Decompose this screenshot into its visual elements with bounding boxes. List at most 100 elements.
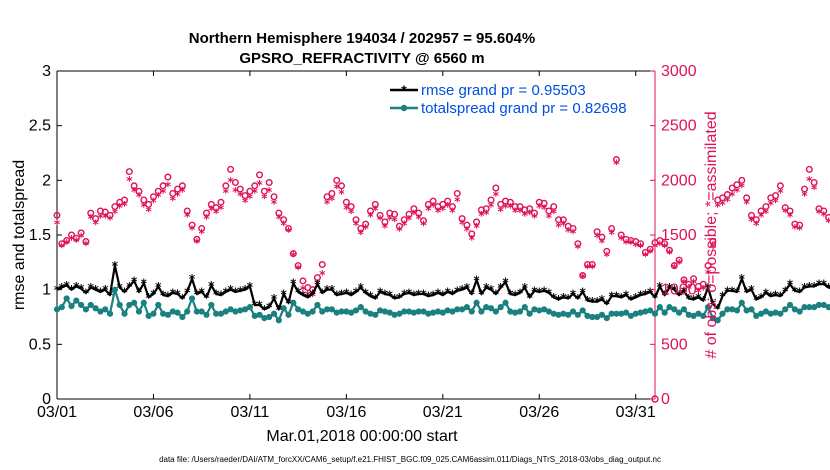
obs-assimilated-point: * [546,211,553,225]
plot-area [57,71,655,399]
totalspread-point [574,311,581,318]
obs-possible-point [747,211,755,219]
obs-assimilated-point: * [637,241,644,255]
obs-possible-point [420,217,428,225]
rmse-point: * [174,288,181,302]
rmse-point: * [575,292,582,306]
rmse-point: * [88,281,95,295]
rmse-point: * [449,288,456,302]
totalspread-point [565,311,572,318]
obs-assimilated-point: * [261,191,268,205]
totalspread-point [140,299,147,306]
obs-possible-point [400,216,408,224]
obs-assimilated-point: * [570,226,577,240]
obs-assimilated-point: * [155,190,162,204]
rmse-point: * [811,280,818,294]
obs-assimilated-point: * [348,207,355,221]
totalspread-point [516,308,524,315]
obs-possible-point [637,240,645,248]
obs-assimilated-point: * [189,223,196,237]
obs-assimilated-point: * [237,189,244,203]
legend: * rmse grand pr = 0.95503 totalspread gr… [386,77,652,119]
obs-assimilated-point: * [517,206,524,220]
obs-assimilated-point: * [739,180,746,194]
rmse-point: * [695,291,702,305]
obs-possible-point [482,205,490,213]
obs-assimilated-point: * [121,199,128,213]
obs-possible-point [92,215,100,223]
obs-assimilated-point: * [73,235,80,249]
obs-possible-point [699,280,707,288]
rmse-point: * [536,285,543,299]
totalspread-point [63,295,70,302]
totalspread-point [348,309,355,316]
rmse-point: * [657,280,664,294]
obs-assimilated-point: * [710,242,717,256]
rmse-point: * [329,283,336,297]
totalspread-point [73,297,80,304]
rmse-point: * [551,291,558,305]
series-layer: * * * * * * * * * * * * * * * * * * * * * * * * * * * * * * * * * * * * * * * *… [53,156,830,403]
rmse-point: * [580,285,587,299]
obs-possible-point [58,240,66,248]
obs-assimilated-point: * [271,197,278,211]
rmse-point: * [531,284,538,298]
obs-possible-point [506,198,514,206]
obs-possible-point [366,207,374,215]
totalspread-point [700,312,707,320]
obs-possible-point [125,168,133,176]
obs-possible-point [540,199,548,207]
obs-possible-point [169,189,177,197]
totalspread-point [748,306,755,313]
obs-assimilated-point: * [285,225,292,239]
totalspread-point [92,305,99,312]
obs-possible-point [251,182,259,190]
x-tick-label: 03/16 [326,404,366,421]
rmse-point: * [372,292,379,306]
obs-possible-point [222,182,230,190]
obs-assimilated-point: * [748,214,755,228]
totalspread-point [777,310,784,317]
rmse-point: * [816,278,823,292]
obs-assimilated-point: * [411,208,418,222]
rmse-point: * [662,289,669,303]
totalspread-point [676,309,683,316]
obs-assimilated-point: * [165,179,172,193]
obs-possible-point [135,187,143,195]
obs-assimilated-point: * [522,209,529,223]
obs-assimilated-point: * [391,214,398,228]
rmse-point: * [353,285,360,299]
obs-possible-point [284,224,292,232]
rmse-point: * [367,290,374,304]
rmse-point: * [276,303,283,317]
totalspread-point [53,306,61,313]
obs-assimilated-point: * [309,290,316,304]
y-left-tick-label: 2.5 [29,118,51,135]
obs-assimilated-point: * [734,185,741,199]
rmse-point: * [555,293,562,307]
rmse-point: * [734,285,741,299]
rmse-point: * [97,285,104,299]
obs-assimilated-point: * [112,207,119,221]
totalspread-point [386,309,393,316]
rmse-point: * [690,293,697,307]
totalspread-point [598,311,606,318]
obs-assimilated-point: * [232,185,239,199]
obs-possible-point [762,203,770,211]
y-left-tick-label: 0 [42,391,51,408]
obs-possible-point [183,207,191,215]
rmse-point: * [64,279,71,293]
rmse-point: * [281,288,288,302]
obs-possible-point [439,200,447,208]
rmse-point: * [594,295,601,309]
obs-possible-point [530,209,538,217]
rmse-point: * [59,281,66,295]
obs-possible-point [164,173,172,181]
obs-assimilated-point: * [584,261,591,275]
totalspread-point [314,301,321,309]
totalspread-point [290,299,297,306]
rmse-point: * [271,292,278,306]
obs-possible-point [473,218,481,226]
obs-assimilated-point: * [372,203,379,217]
rmse-point: * [83,286,90,300]
